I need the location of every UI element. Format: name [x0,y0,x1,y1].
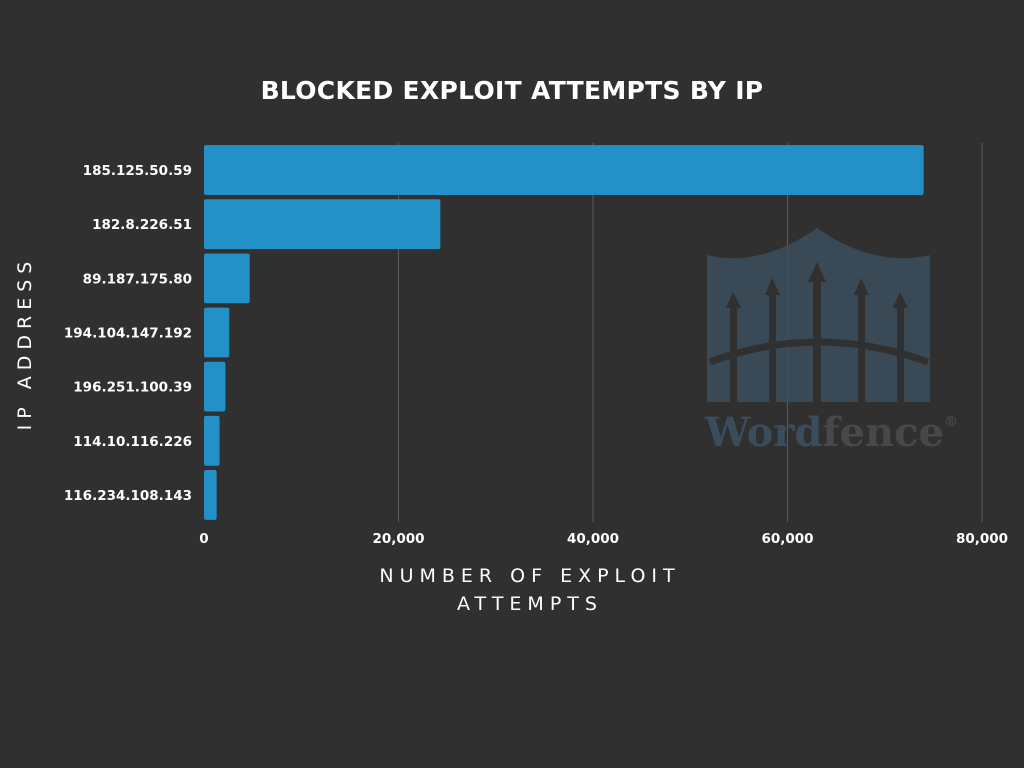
bar [204,199,441,250]
bar [204,307,230,358]
y-tick-label: 182.8.226.51 [92,217,192,233]
x-tick-labels: 0 20,000 40,000 60,000 80,000 [199,531,1008,547]
chart-title: BLOCKED EXPLOIT ATTEMPTS BY IP [260,76,764,105]
fence-pickets-icon [708,262,930,405]
watermark-text: Wordfence® [704,409,958,456]
x-tick-label: 60,000 [761,531,813,547]
y-tick-label: 89.187.175.80 [83,271,192,287]
bar [204,415,220,466]
bar [204,470,217,520]
y-tick-label: 116.234.108.143 [64,488,192,504]
wordfence-logo-watermark: Wordfence® [704,228,958,456]
x-tick-label: 0 [199,531,208,547]
x-tick-label: 20,000 [372,531,424,547]
watermark-trademark: ® [944,414,958,430]
watermark-word: Word [704,409,822,456]
watermark-fence: fence [822,409,944,456]
y-tick-label: 114.10.116.226 [73,434,192,450]
bars [204,145,924,520]
y-tick-labels: 185.125.50.59 182.8.226.51 89.187.175.80 19… [64,163,192,504]
bar [204,145,924,195]
x-tick-label: 80,000 [956,531,1008,547]
x-tick-label: 40,000 [567,531,619,547]
x-axis-label: NUMBER OF EXPLOIT ATTEMPTS [379,565,681,615]
y-axis-label: IP ADDRESS [14,255,36,431]
y-tick-label: 194.104.147.192 [64,326,192,342]
bar [204,253,250,304]
y-tick-label: 185.125.50.59 [83,163,192,179]
bar [204,361,226,412]
y-tick-label: 196.251.100.39 [73,380,192,396]
